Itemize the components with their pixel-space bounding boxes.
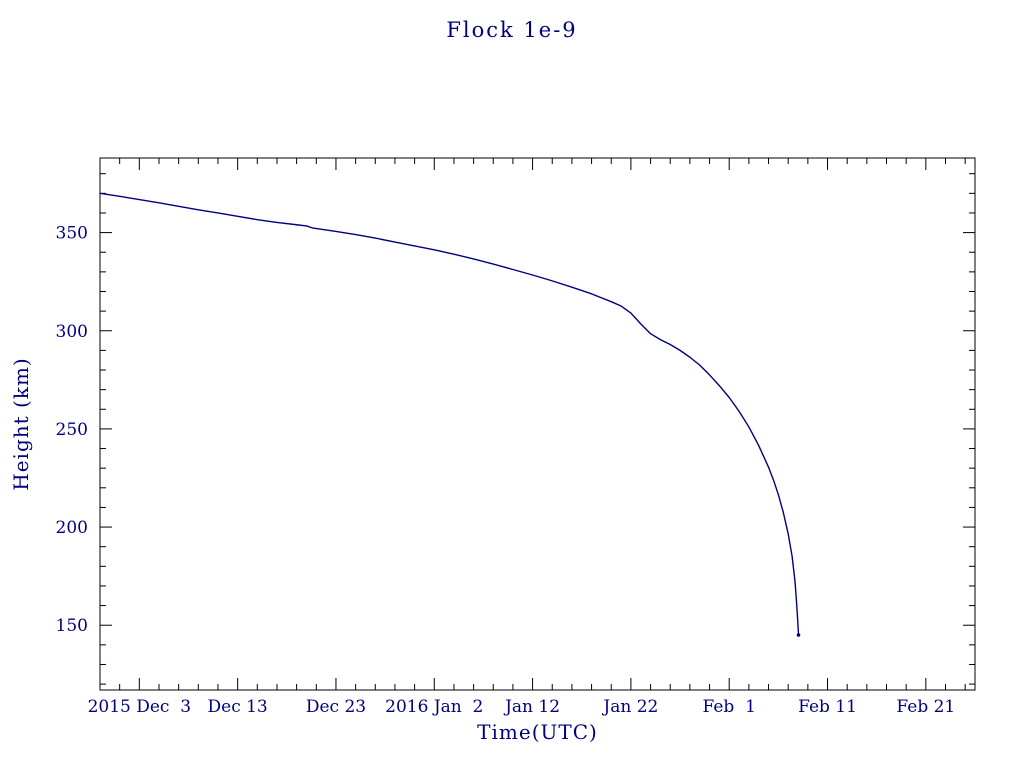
decay-curve	[99, 192, 800, 636]
x-tick-label: Feb 11	[798, 697, 857, 717]
x-tick-label: Jan 12	[503, 697, 560, 717]
x-tick-label: Jan 22	[601, 697, 658, 717]
curve-end-dot	[796, 633, 801, 637]
plot-frame	[99, 157, 976, 691]
y-tick-label: 200	[56, 518, 88, 538]
x-tick-label: 2015 Dec 3	[88, 697, 192, 717]
x-tick-label: Feb 1	[702, 697, 755, 717]
y-tick-label: 300	[56, 322, 88, 342]
x-tick-label: Dec 13	[208, 697, 268, 717]
y-tick-label: 150	[56, 616, 88, 636]
x-tick-label: Dec 23	[306, 697, 366, 717]
chart-title: Flock 1e-9	[446, 18, 578, 42]
x-axis-title: Time(UTC)	[477, 720, 598, 744]
y-tick-label: 350	[56, 224, 88, 244]
x-tick-label: Feb 21	[896, 697, 955, 717]
y-tick-label: 250	[56, 420, 88, 440]
x-tick-label: 2016 Jan 2	[385, 697, 483, 717]
